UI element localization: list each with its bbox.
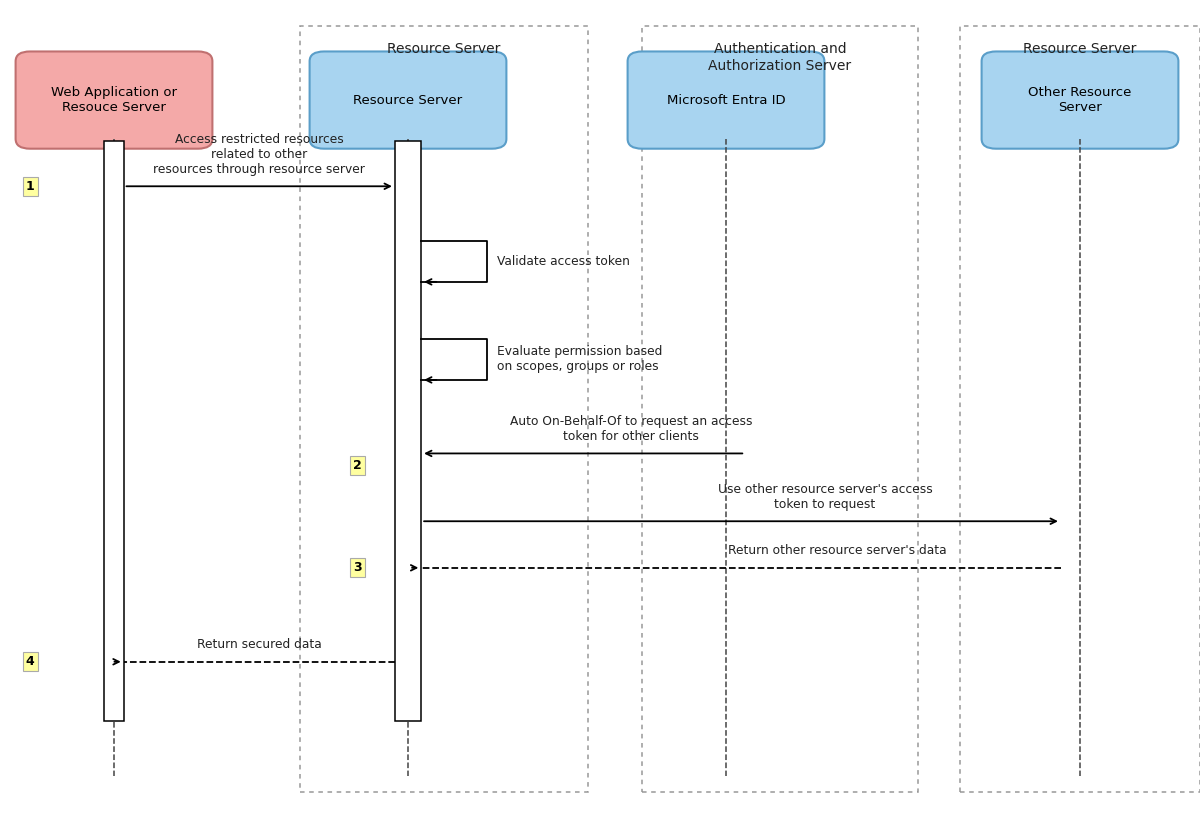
Text: Auto On-Behalf-Of to request an access
token for other clients: Auto On-Behalf-Of to request an access t…	[510, 415, 752, 443]
FancyBboxPatch shape	[982, 51, 1178, 149]
Text: Other Resource
Server: Other Resource Server	[1028, 86, 1132, 114]
Text: 1: 1	[25, 180, 35, 193]
Text: Resource Server: Resource Server	[388, 42, 500, 56]
Bar	[104, 141, 124, 721]
Text: 3: 3	[353, 561, 362, 574]
Text: Validate access token: Validate access token	[497, 255, 630, 268]
Bar	[642, 26, 918, 792]
Text: 2: 2	[353, 459, 362, 472]
Text: Resource Server: Resource Server	[1024, 42, 1136, 56]
FancyBboxPatch shape	[310, 51, 506, 149]
FancyBboxPatch shape	[628, 51, 824, 149]
Text: Resource Server: Resource Server	[354, 94, 462, 106]
Bar	[300, 26, 588, 792]
Text: Return other resource server's data: Return other resource server's data	[727, 544, 947, 557]
Text: Web Application or
Resouce Server: Web Application or Resouce Server	[50, 86, 178, 114]
Text: Use other resource server's access
token to request: Use other resource server's access token…	[718, 483, 932, 511]
Text: Access restricted resources
related to other
resources through resource server: Access restricted resources related to o…	[154, 132, 365, 176]
Text: Return secured data: Return secured data	[197, 638, 322, 651]
Text: Evaluate permission based
on scopes, groups or roles: Evaluate permission based on scopes, gro…	[497, 346, 662, 373]
Bar	[960, 26, 1200, 792]
Text: 4: 4	[25, 655, 35, 668]
Bar	[395, 141, 421, 721]
Text: Microsoft Entra ID: Microsoft Entra ID	[667, 94, 785, 106]
FancyBboxPatch shape	[16, 51, 212, 149]
Text: Authentication and
Authorization Server: Authentication and Authorization Server	[708, 42, 852, 73]
